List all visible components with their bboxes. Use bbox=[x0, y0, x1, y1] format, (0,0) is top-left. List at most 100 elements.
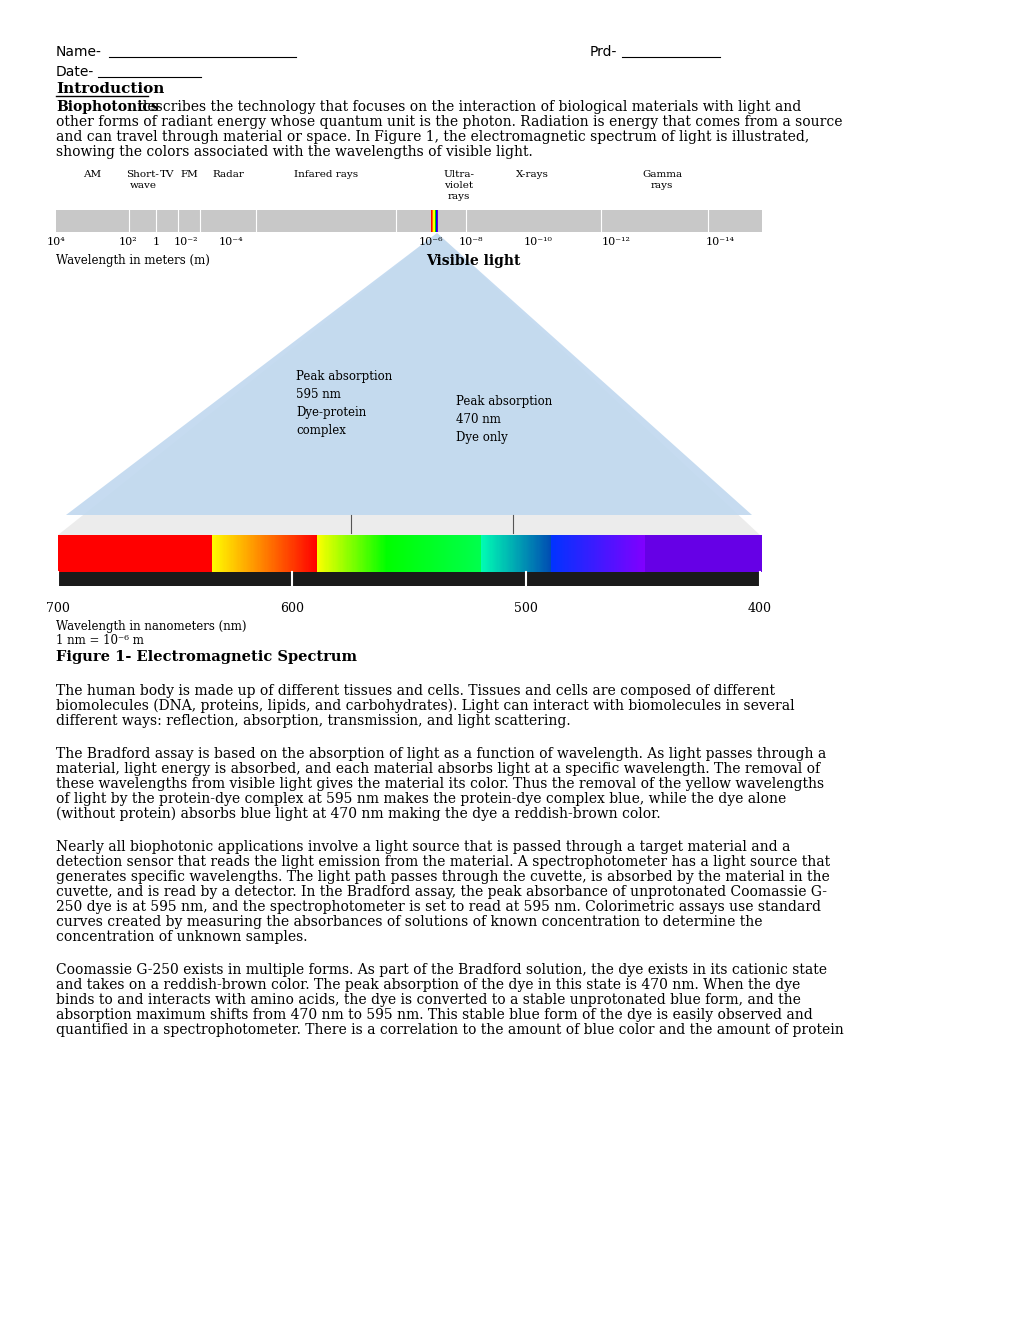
Bar bbox=[130, 535, 132, 572]
Bar bbox=[382, 535, 384, 572]
Bar bbox=[225, 535, 227, 572]
Bar bbox=[346, 535, 347, 572]
Bar bbox=[508, 535, 511, 572]
Bar bbox=[406, 535, 408, 572]
Bar bbox=[139, 535, 141, 572]
Bar bbox=[560, 535, 561, 572]
Bar bbox=[217, 535, 219, 572]
Bar bbox=[619, 535, 621, 572]
Bar bbox=[746, 535, 748, 572]
Bar bbox=[192, 535, 193, 572]
Text: 10⁻¹⁰: 10⁻¹⁰ bbox=[523, 238, 552, 247]
Bar bbox=[642, 535, 644, 572]
Bar bbox=[710, 535, 711, 572]
Bar bbox=[648, 535, 650, 572]
Bar bbox=[263, 535, 265, 572]
Bar bbox=[357, 535, 358, 572]
Bar bbox=[86, 535, 88, 572]
Bar bbox=[432, 210, 433, 232]
Bar bbox=[239, 535, 242, 572]
Bar bbox=[516, 535, 518, 572]
Bar bbox=[174, 535, 175, 572]
Bar bbox=[310, 535, 312, 572]
Bar bbox=[199, 535, 200, 572]
Text: these wavelengths from visible light gives the material its color. Thus the remo: these wavelengths from visible light giv… bbox=[56, 777, 823, 791]
Bar bbox=[703, 535, 705, 572]
Bar bbox=[348, 535, 350, 572]
Bar bbox=[82, 535, 83, 572]
Bar bbox=[369, 535, 371, 572]
Bar bbox=[97, 535, 98, 572]
Bar bbox=[709, 535, 710, 572]
Bar bbox=[305, 535, 307, 572]
Bar bbox=[153, 535, 155, 572]
Bar bbox=[288, 535, 290, 572]
Bar bbox=[600, 535, 601, 572]
Bar bbox=[123, 535, 125, 572]
Bar bbox=[521, 535, 522, 572]
Bar bbox=[452, 535, 454, 572]
Bar bbox=[465, 535, 466, 572]
Bar bbox=[474, 535, 475, 572]
Text: other forms of radiant energy whose quantum unit is the photon. Radiation is ene: other forms of radiant energy whose quan… bbox=[56, 115, 842, 129]
Text: concentration of unknown samples.: concentration of unknown samples. bbox=[56, 931, 307, 944]
Bar bbox=[441, 535, 442, 572]
Bar bbox=[502, 535, 504, 572]
Bar bbox=[716, 535, 717, 572]
Bar bbox=[608, 535, 610, 572]
Bar bbox=[285, 535, 286, 572]
Bar bbox=[272, 535, 274, 572]
Bar bbox=[56, 210, 761, 232]
Bar bbox=[359, 535, 361, 572]
Bar bbox=[292, 535, 293, 572]
Bar bbox=[187, 535, 190, 572]
Bar bbox=[287, 535, 289, 572]
Bar bbox=[714, 535, 716, 572]
Bar bbox=[447, 535, 449, 572]
Bar bbox=[567, 535, 568, 572]
Bar bbox=[626, 535, 628, 572]
Bar bbox=[143, 535, 144, 572]
Bar bbox=[543, 535, 544, 572]
Bar bbox=[164, 535, 166, 572]
Bar bbox=[353, 535, 355, 572]
Bar bbox=[622, 535, 623, 572]
Bar bbox=[649, 535, 651, 572]
Bar bbox=[98, 535, 100, 572]
Bar bbox=[708, 535, 709, 572]
Bar bbox=[604, 535, 606, 572]
Bar bbox=[712, 535, 714, 572]
Bar bbox=[485, 535, 487, 572]
Bar bbox=[291, 535, 292, 572]
Bar bbox=[152, 535, 153, 572]
Bar bbox=[61, 535, 63, 572]
Bar bbox=[340, 535, 341, 572]
Bar bbox=[127, 535, 128, 572]
Bar bbox=[378, 535, 379, 572]
Bar bbox=[526, 535, 528, 572]
Bar bbox=[522, 535, 523, 572]
Bar bbox=[577, 535, 578, 572]
Bar bbox=[146, 535, 148, 572]
Bar bbox=[407, 535, 409, 572]
Polygon shape bbox=[58, 234, 759, 535]
Bar bbox=[222, 535, 223, 572]
Bar bbox=[246, 535, 247, 572]
Bar bbox=[468, 535, 470, 572]
Bar bbox=[615, 535, 616, 572]
Bar bbox=[77, 535, 79, 572]
Bar bbox=[286, 535, 288, 572]
Bar bbox=[265, 535, 267, 572]
Text: Infared rays: Infared rays bbox=[293, 170, 358, 180]
Bar bbox=[531, 535, 533, 572]
Bar bbox=[686, 535, 687, 572]
Bar bbox=[145, 535, 147, 572]
Text: Date-: Date- bbox=[56, 65, 94, 79]
Bar bbox=[594, 535, 596, 572]
Text: Wavelength in nanometers (nm): Wavelength in nanometers (nm) bbox=[56, 620, 247, 634]
Bar bbox=[399, 535, 401, 572]
Bar bbox=[442, 535, 443, 572]
Bar bbox=[720, 535, 722, 572]
Bar bbox=[504, 535, 505, 572]
Bar bbox=[656, 535, 658, 572]
